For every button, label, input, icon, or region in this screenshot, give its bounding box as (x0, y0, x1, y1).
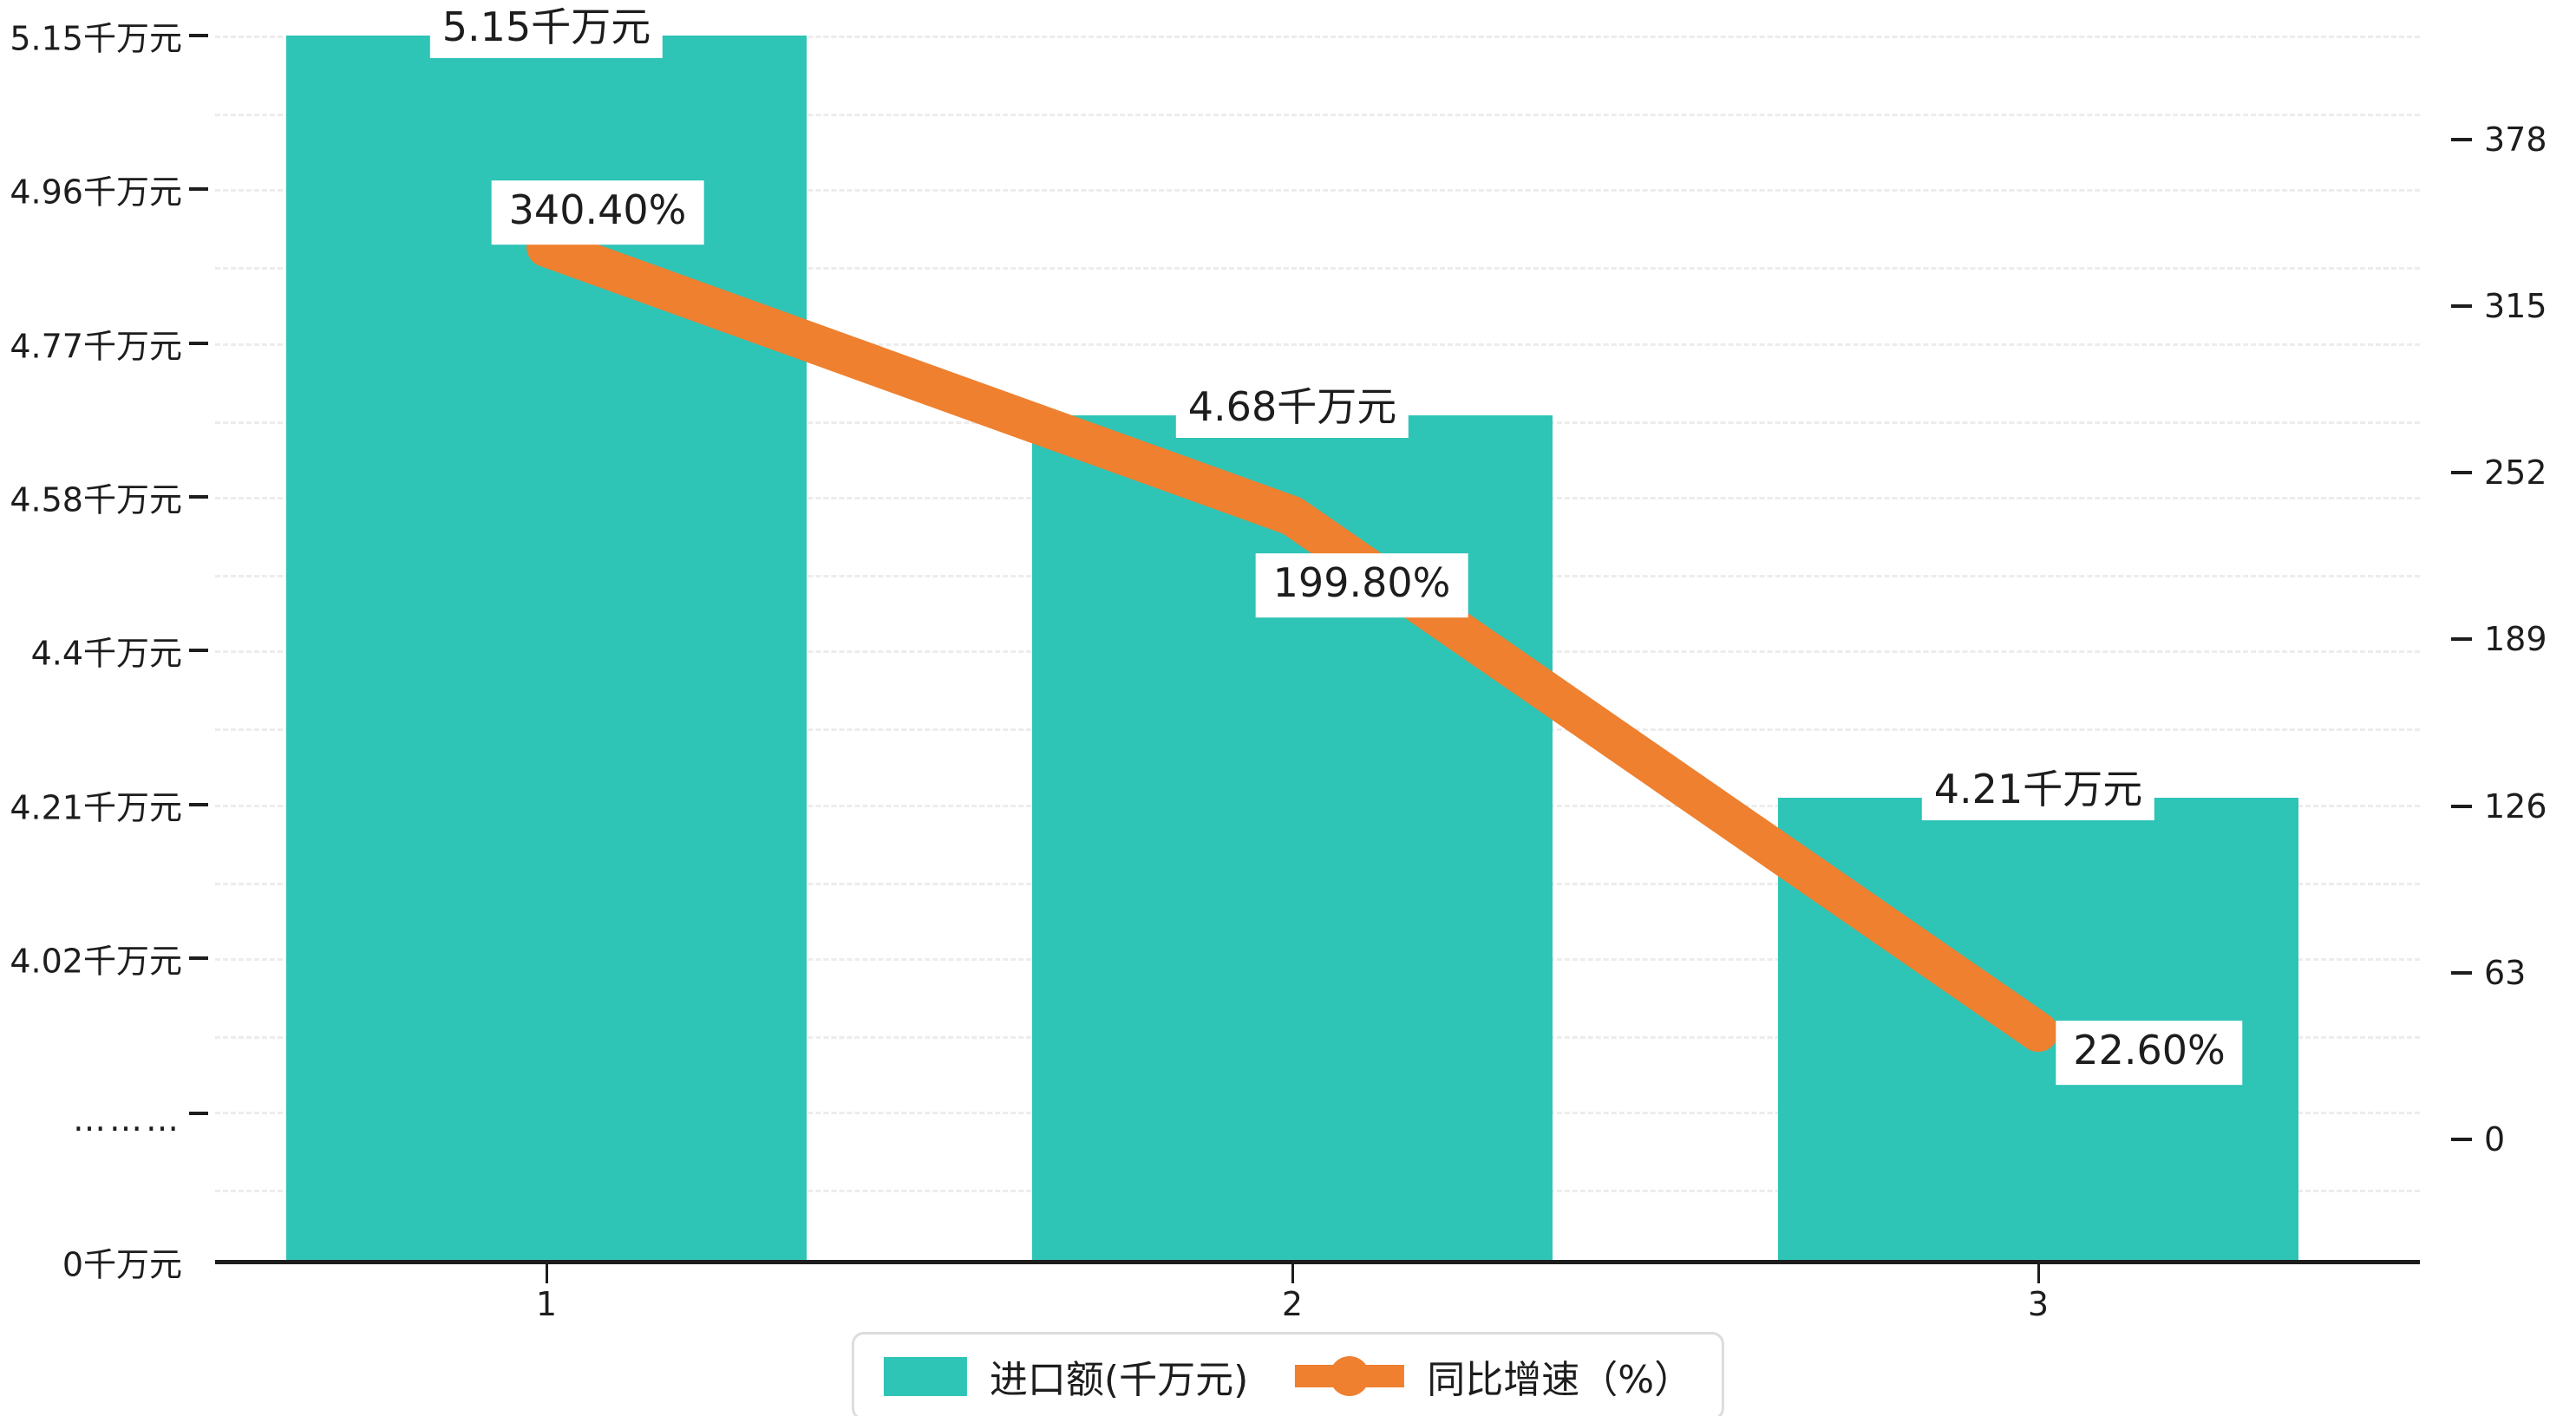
line-value-label: 22.60% (2056, 1021, 2243, 1085)
y-left-tick (189, 649, 208, 652)
line-value-label: 340.40% (491, 180, 704, 245)
y-right-tick-label: 126 (2484, 787, 2547, 825)
y-right-tick (2451, 1138, 2472, 1141)
y-right-tick-label: 252 (2484, 454, 2547, 492)
chart-legend: 进口额(千万元) 同比增速（%） (851, 1332, 1725, 1416)
x-axis-tick (2037, 1264, 2040, 1283)
gridline (215, 36, 2420, 38)
y-left-tick-label: 4.4千万元 (30, 634, 182, 673)
y-right-tick-label: 378 (2484, 121, 2547, 159)
x-axis-tick-label: 3 (2027, 1285, 2050, 1323)
legend-label: 同比增速（%） (1427, 1358, 1693, 1402)
x-axis-line (215, 1260, 2420, 1264)
y-left-tick-label: 4.96千万元 (10, 173, 182, 212)
gridline (215, 114, 2420, 116)
y-right-tick-label: 63 (2484, 954, 2527, 992)
bar-series-2[interactable] (1032, 415, 1553, 1260)
y-left-tick-label: 4.77千万元 (10, 327, 182, 366)
x-axis-tick-label: 2 (1281, 1285, 1304, 1323)
y-right-tick (2451, 637, 2472, 641)
gridline (215, 189, 2420, 192)
y-left-tick (189, 187, 208, 191)
line-value-label: 199.80% (1255, 553, 1468, 617)
y-right-tick (2451, 971, 2472, 975)
y-right-tick (2451, 805, 2472, 808)
y-left-tick-axis-break (189, 1112, 208, 1115)
x-axis-tick (546, 1264, 548, 1283)
bar-value-label: 5.15千万元 (429, 3, 664, 58)
legend-item-import-amount[interactable]: 进口额(千万元) (883, 1348, 1249, 1404)
legend-label: 进口额(千万元) (989, 1358, 1249, 1402)
y-right-tick (2451, 138, 2472, 141)
y-right-tick (2451, 304, 2472, 308)
y-right-tick-label: 189 (2484, 620, 2547, 658)
x-axis-tick (1291, 1264, 1294, 1283)
legend-item-yoy-growth[interactable]: 同比增速（%） (1295, 1348, 1692, 1404)
y-left-tick (189, 956, 208, 960)
y-left-tick-label: 4.58千万元 (10, 480, 182, 519)
y-left-tick (189, 495, 208, 499)
y-left-tick (189, 803, 208, 806)
y-left-tick-label: 5.15千万元 (10, 19, 182, 58)
y-left-tick-label: 4.02千万元 (10, 942, 182, 981)
y-left-tick (189, 34, 208, 37)
y-right-tick (2451, 471, 2472, 474)
bar-value-label: 4.68千万元 (1175, 382, 1409, 438)
y-left-tick-label: 4.21千万元 (10, 788, 182, 827)
y-left-tick (189, 342, 208, 345)
legend-line-dot-swatch-icon (1295, 1356, 1405, 1396)
x-axis-tick-label: 1 (535, 1285, 558, 1323)
y-right-tick-label: 0 (2484, 1120, 2506, 1158)
bar-value-label: 4.21千万元 (1921, 765, 2155, 820)
legend-bar-swatch-icon (883, 1356, 967, 1396)
y-left-tick-label-axis-break: ……… (73, 1100, 182, 1139)
y-right-tick-label: 315 (2484, 287, 2547, 325)
y-left-tick-label: 0千万元 (62, 1245, 182, 1284)
